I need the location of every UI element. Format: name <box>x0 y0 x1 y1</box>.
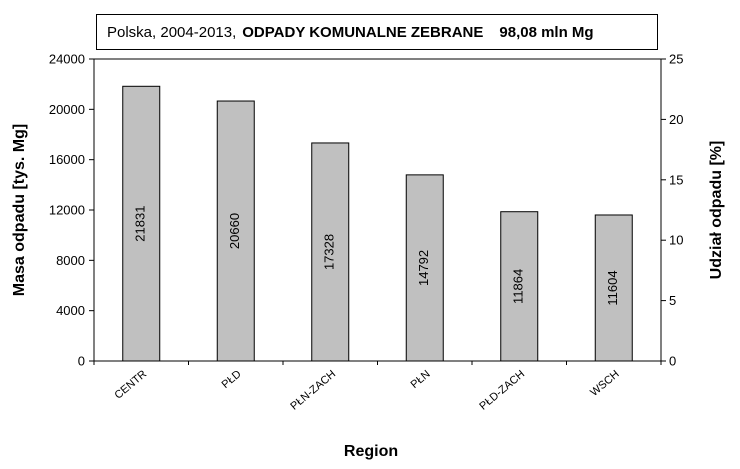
y-right-tick-label: 20 <box>669 112 683 127</box>
y-right-tick-label: 0 <box>669 354 676 369</box>
title-main: ODPADY KOMUNALNE ZEBRANE <box>242 23 484 41</box>
x-category-label: PŁD <box>220 368 244 391</box>
y-right-tick-label: 5 <box>669 293 676 308</box>
bar-data-label: 11864 <box>511 269 526 304</box>
x-category-label: PŁN <box>409 368 433 391</box>
title-total: 98,08 mln Mg <box>499 23 594 41</box>
bar <box>594 214 633 362</box>
x-category-label: CENTR <box>112 368 149 402</box>
bar <box>405 174 444 362</box>
x-category-label: WSCH <box>588 368 622 399</box>
y-right-tick-label: 15 <box>669 172 683 187</box>
y-right-tick-label: 25 <box>669 52 683 67</box>
x-category-label: PŁN-ZACH <box>288 368 338 413</box>
bar <box>311 142 350 362</box>
x-axis-title: Region <box>344 443 398 460</box>
bar <box>216 100 255 362</box>
x-category-label: PŁD-ZACH <box>477 368 527 413</box>
chart-title-box: Polska, 2004-2013, ODPADY KOMUNALNE ZEBR… <box>96 14 658 50</box>
bar-data-label: 21831 <box>133 206 148 242</box>
y-right-tick-label: 10 <box>669 233 683 248</box>
y-tick-label: 16000 <box>49 152 85 167</box>
bar-data-label: 11604 <box>605 270 620 305</box>
bar <box>500 211 539 362</box>
y-tick-label: 8000 <box>56 253 85 268</box>
y-tick-label: 4000 <box>56 303 85 318</box>
bar-data-label: 20660 <box>227 213 242 249</box>
y-axis-title: Masa odpadu [tys. Mg] <box>11 124 28 296</box>
y-tick-label: 0 <box>78 354 85 369</box>
plot-area-frame <box>93 58 662 362</box>
bar <box>122 85 161 362</box>
y-tick-label: 12000 <box>49 203 85 218</box>
bar-data-label: 17328 <box>322 234 337 270</box>
y-tick-label: 20000 <box>49 102 85 117</box>
y-right-axis-title: Udział odpadu [%] <box>708 141 725 280</box>
y-tick-label: 24000 <box>49 52 85 67</box>
title-prefix: Polska, 2004-2013, <box>107 23 237 41</box>
bar-data-label: 14792 <box>416 250 431 286</box>
